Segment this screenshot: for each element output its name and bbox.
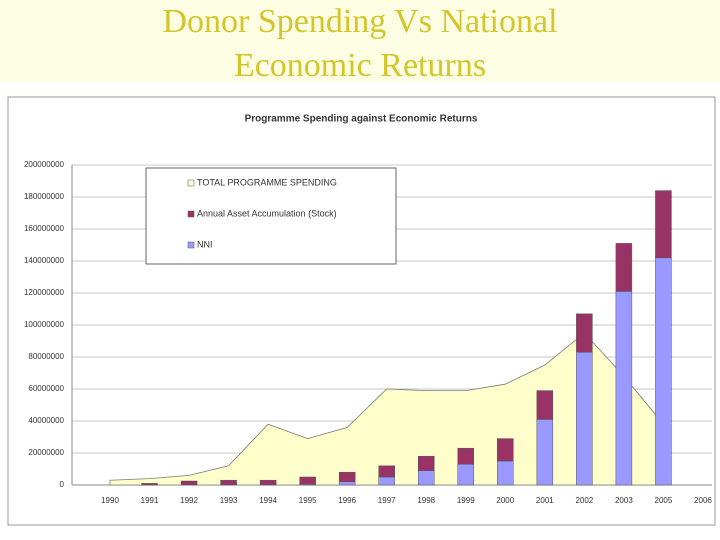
bar-segment — [655, 190, 672, 259]
y-tick-label: 20000000 — [28, 448, 64, 457]
y-tick-label: 0 — [60, 480, 65, 489]
x-tick-label: 2000 — [496, 496, 514, 505]
y-tick-label: 120000000 — [24, 288, 65, 297]
bar-segment — [655, 257, 672, 486]
bar-segment — [338, 481, 356, 486]
bar-segment — [576, 313, 593, 353]
bar-segment — [338, 471, 356, 483]
bar-segment — [259, 479, 277, 486]
x-tick-label: 2002 — [575, 496, 593, 505]
x-tick-label: 1992 — [180, 496, 198, 505]
bar-segment — [615, 291, 633, 486]
bar-segment — [378, 465, 395, 478]
legend-swatch — [187, 210, 195, 218]
bar-segment — [417, 470, 435, 486]
bar-segment — [378, 476, 395, 486]
bar-segment — [536, 419, 554, 486]
x-tick-label: 1991 — [141, 496, 159, 505]
bar-segment — [457, 463, 475, 486]
x-tick-label: 1994 — [259, 496, 277, 505]
x-tick-label: 1993 — [220, 496, 238, 505]
legend-box — [145, 167, 397, 265]
bar-segment — [141, 483, 158, 486]
slide-title: Donor Spending Vs National Economic Retu… — [162, 3, 558, 84]
y-tick-label: 80000000 — [28, 352, 64, 361]
bar-segment — [417, 455, 435, 471]
legend-swatch — [187, 241, 195, 249]
bar-segment — [220, 479, 237, 486]
y-tick-label: 40000000 — [28, 416, 64, 425]
x-tick-label: 1999 — [457, 496, 475, 505]
x-tick-label: 1997 — [378, 496, 396, 505]
legend-label: Annual Asset Accumulation (Stock) — [197, 208, 337, 218]
y-tick-label: 140000000 — [24, 256, 65, 265]
x-tick-label: 1995 — [299, 496, 317, 505]
y-tick-label: 200000000 — [24, 160, 65, 169]
y-tick-label: 160000000 — [24, 224, 65, 233]
x-tick-label: 2006 — [694, 496, 712, 505]
bar-segment — [615, 243, 633, 292]
bar-segment — [299, 476, 316, 485]
x-tick-label: 2001 — [536, 496, 554, 505]
legend-label: TOTAL PROGRAMME SPENDING — [197, 177, 337, 187]
y-tick-label: 60000000 — [28, 384, 64, 393]
legend-label: NNI — [197, 239, 213, 249]
x-tick-label: 1990 — [101, 496, 119, 505]
x-tick-label: 1996 — [338, 496, 356, 505]
legend-swatch — [187, 179, 195, 187]
bar-segment — [180, 480, 198, 486]
header: Donor Spending Vs National Economic Retu… — [0, 0, 720, 84]
bar-segment — [536, 390, 554, 420]
bar-segment — [576, 351, 593, 486]
x-tick-label: 2005 — [655, 496, 673, 505]
bar-segment — [497, 460, 514, 486]
bar-segment — [457, 447, 475, 465]
x-tick-label: 1998 — [417, 496, 435, 505]
chart-title: Programme Spending against Economic Retu… — [245, 114, 478, 125]
x-tick-label: 2003 — [615, 496, 633, 505]
y-tick-label: 100000000 — [24, 320, 65, 329]
bar-segment — [497, 438, 514, 462]
y-tick-label: 180000000 — [24, 192, 65, 201]
